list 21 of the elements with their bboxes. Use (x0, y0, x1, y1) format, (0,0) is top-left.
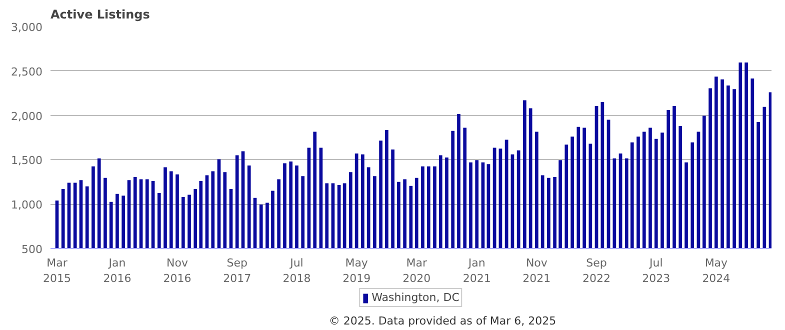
legend-label: Washington, DC (372, 291, 460, 304)
y-tick-label: 1,000 (11, 198, 43, 212)
x-tick-label: Nov 2021 (522, 256, 551, 286)
x-tick-label: Mar 2015 (43, 256, 71, 286)
y-tick-label: 1,500 (11, 154, 43, 168)
x-tick-label: Nov 2016 (163, 256, 192, 286)
y-tick-label: 3,000 (11, 21, 43, 34)
x-tick-label: Jul 2018 (282, 256, 311, 286)
x-tick-label: Jan 2016 (103, 256, 132, 286)
text: © 2025. Data provided as of Mar 6, 2025 (328, 314, 556, 328)
x-tick-label: Mar 2020 (402, 256, 431, 286)
x-tick-label: Jan 2021 (462, 256, 491, 286)
y-tick-label: 2,500 (11, 65, 43, 78)
y-tick-label: 500 (22, 243, 43, 256)
x-tick-label: Sep 2022 (582, 256, 611, 286)
x-tick-label: May 2019 (342, 256, 371, 286)
x-tick-label: Jul 2023 (642, 256, 670, 286)
x-tick-label: May 2024 (702, 256, 730, 286)
chart-title: Active Listings (50, 8, 150, 22)
x-tick-label: Sep 2017 (223, 256, 252, 286)
y-tick-label: 2,000 (11, 110, 43, 123)
